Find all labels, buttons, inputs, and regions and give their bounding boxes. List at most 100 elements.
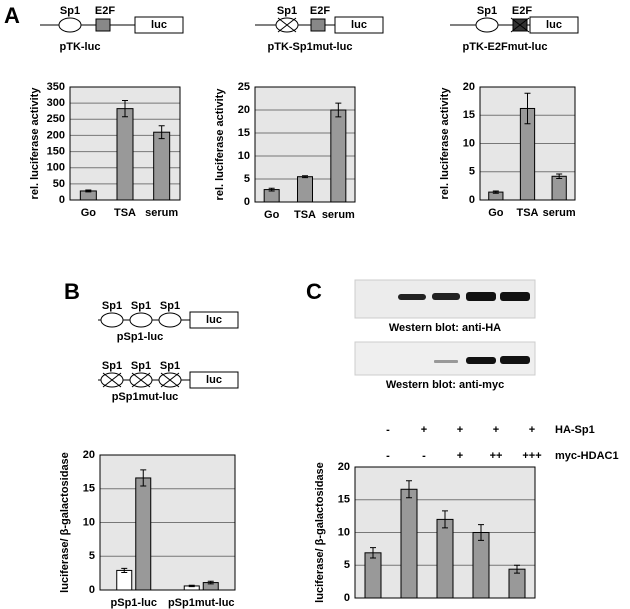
condition-mark: - (386, 450, 390, 462)
y-tick-label: 20 (238, 104, 250, 116)
bar (400, 488, 418, 599)
reporter (189, 311, 239, 329)
site (475, 17, 499, 33)
reporter (529, 16, 579, 34)
site-label: Sp1 (131, 300, 151, 312)
y-tick-label: 300 (47, 97, 65, 109)
y-axis-label: luciferase/ β-galactosidase (59, 452, 71, 593)
y-tick-label: 5 (244, 173, 250, 185)
site (95, 18, 111, 32)
error-bar (335, 102, 342, 118)
x-tick-label: TSA (294, 209, 316, 221)
bar (436, 518, 454, 599)
bar (116, 108, 134, 201)
y-tick-label: 350 (47, 81, 65, 93)
bar (135, 477, 152, 591)
y-tick-label: 150 (47, 145, 65, 157)
reporter (189, 371, 239, 389)
y-tick-label: 15 (463, 109, 475, 121)
site-label: Sp1 (131, 360, 151, 372)
site (58, 17, 82, 33)
bar (551, 175, 567, 201)
y-tick-label: 15 (238, 127, 250, 139)
site (158, 312, 182, 328)
error-bar (140, 469, 147, 487)
site-label: Sp1 (160, 360, 180, 372)
site (310, 18, 326, 32)
y-tick-label: 0 (469, 194, 475, 206)
x-tick-label: Go (488, 207, 504, 219)
x-tick-label: TSA (517, 207, 539, 219)
reporter (134, 16, 184, 34)
error-bar (370, 547, 376, 559)
bar (472, 532, 490, 599)
x-tick-label: Go (81, 207, 97, 219)
error-bar (207, 580, 214, 585)
y-tick-label: 20 (83, 449, 95, 461)
y-tick-label: 0 (59, 194, 65, 206)
construct-name: pTK-E2Fmut-luc (463, 41, 548, 53)
x-tick-label: serum (145, 207, 178, 219)
condition-mark: + (457, 424, 463, 436)
y-tick-label: 0 (344, 592, 350, 604)
site (100, 312, 124, 328)
error-bar (302, 175, 308, 179)
condition-mark: ++ (490, 450, 503, 462)
mutation-cross (510, 17, 530, 33)
y-tick-label: 5 (469, 166, 475, 178)
y-tick-label: 25 (238, 81, 250, 93)
mutation-cross (131, 372, 151, 388)
y-tick-label: 10 (238, 150, 250, 162)
plot-frame (99, 454, 236, 591)
x-tick-label: pSp1-luc (111, 597, 157, 609)
reporter-label: luc (206, 314, 222, 326)
y-tick-label: 10 (83, 516, 95, 528)
error-bar (524, 92, 531, 125)
x-tick-label: pSp1mut-luc (168, 597, 235, 609)
blot-images (354, 279, 536, 376)
x-tick-label: serum (543, 207, 576, 219)
reporter-label: luc (351, 19, 367, 31)
condition-mark: + (421, 424, 427, 436)
site-label: E2F (512, 5, 532, 17)
condition-mark: + (457, 450, 463, 462)
y-axis-label: luciferase/ β-galactosidase (314, 462, 326, 603)
error-bar (556, 173, 563, 180)
y-tick-label: 5 (89, 550, 95, 562)
condition-name: myc-HDAC1 (555, 450, 619, 462)
bar (330, 109, 347, 203)
y-tick-label: 15 (338, 494, 350, 506)
condition-mark: +++ (522, 450, 541, 462)
panel-label: C (306, 279, 322, 304)
y-tick-label: 10 (338, 526, 350, 538)
condition-mark: + (529, 424, 535, 436)
blot-label: Western blot: anti-HA (389, 322, 501, 334)
y-tick-label: 200 (47, 129, 65, 141)
site-label: Sp1 (477, 5, 497, 17)
construct-name: pTK-luc (60, 41, 101, 53)
x-tick-label: Go (264, 209, 280, 221)
y-axis-label: rel. luciferase activity (214, 88, 226, 201)
bar (297, 176, 313, 203)
condition-mark: - (422, 450, 426, 462)
mutation-cross (160, 372, 180, 388)
blot-label: Western blot: anti-myc (386, 379, 504, 391)
error-bar (121, 567, 128, 573)
bar (364, 552, 382, 599)
site-label: E2F (310, 5, 330, 17)
site-label: Sp1 (102, 360, 122, 372)
y-tick-label: 50 (53, 178, 65, 190)
construct-name: pSp1-luc (117, 331, 163, 343)
site-label: Sp1 (102, 300, 122, 312)
error-bar (442, 510, 448, 529)
reporter-label: luc (546, 19, 562, 31)
y-tick-label: 10 (463, 137, 475, 149)
reporter-label: luc (206, 374, 222, 386)
error-bar (478, 524, 484, 541)
error-bar (85, 189, 92, 193)
y-axis-label: rel. luciferase activity (29, 87, 41, 200)
error-bar (406, 480, 412, 499)
bar (116, 569, 133, 591)
site-label: Sp1 (160, 300, 180, 312)
